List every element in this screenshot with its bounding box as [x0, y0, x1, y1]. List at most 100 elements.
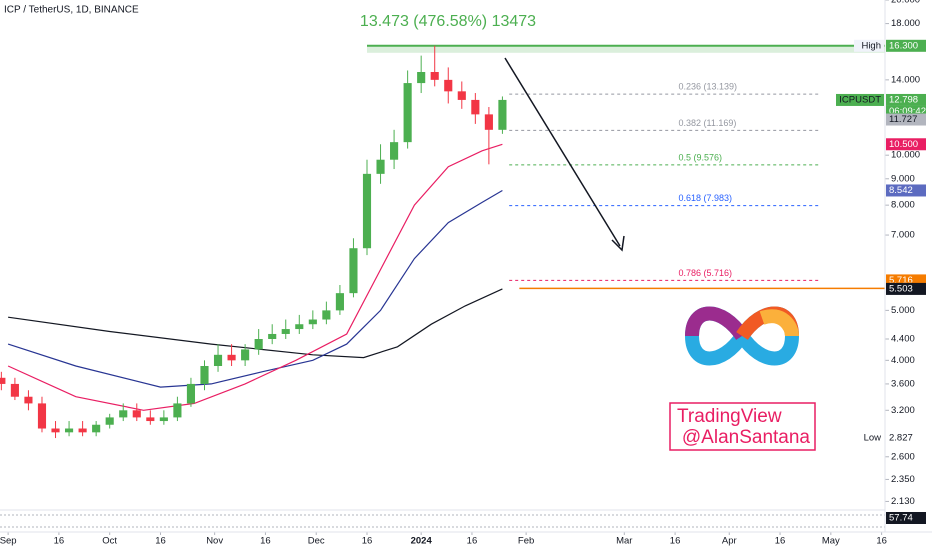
fib-label: 0.382 (11.169) [678, 118, 736, 128]
price-marker [886, 113, 926, 126]
candle-body [213, 354, 223, 367]
y-tick-label: 3.200 [891, 405, 915, 416]
x-tick-label: Dec [308, 536, 325, 547]
candle-body [78, 428, 87, 433]
y-tick-label: 2.350 [891, 474, 915, 485]
candle-body [200, 366, 209, 384]
price-marker-label: 11.727 [889, 114, 917, 125]
candle-body [484, 114, 493, 130]
marker-name: ICPUSDT [839, 94, 881, 105]
candle-body [132, 410, 141, 418]
x-tick-label: Oct [102, 536, 117, 547]
y-tick-label: 8.000 [891, 200, 915, 211]
candle-body [390, 142, 399, 160]
x-tick-label: 16 [260, 536, 271, 547]
candle-body [430, 71, 439, 80]
fib-label: 0.5 (9.576) [678, 152, 722, 162]
price-marker [886, 432, 926, 445]
fib-label: 0.236 (13.139) [678, 81, 737, 91]
candle-body [0, 377, 6, 384]
candle-body [186, 383, 196, 404]
candle-body [308, 319, 317, 325]
symbol-title: ICP / TetherUS, 1D, BINANCE [4, 5, 139, 16]
watermark: TradingView [677, 406, 782, 427]
candle-body [362, 173, 372, 249]
x-tick-label: Sep [0, 536, 17, 547]
x-tick-label: 16 [362, 536, 373, 547]
moving-average [7, 143, 503, 411]
y-tick-label: 10.000 [891, 150, 920, 161]
candle-body [349, 248, 358, 294]
y-tick-label: 18.000 [891, 18, 920, 29]
candle-body [92, 424, 101, 433]
marker-name-box [854, 39, 884, 52]
candle-body [417, 71, 426, 84]
candle-body [10, 383, 19, 397]
candle-body [173, 403, 182, 418]
y-tick-label: 20.000 [891, 0, 920, 6]
x-tick-label: Nov [206, 536, 223, 547]
arrow-head [611, 235, 625, 252]
logo-loop [759, 309, 799, 337]
candle-body [335, 293, 344, 311]
x-tick-label: 16 [467, 536, 478, 547]
y-tick-label: 2.600 [891, 451, 915, 462]
candle-body [105, 417, 114, 425]
y-tick-label: 4.000 [891, 355, 915, 366]
moving-average [8, 288, 503, 359]
high-zone [367, 45, 886, 53]
x-tick-label: 2024 [411, 536, 433, 547]
candle-body [241, 349, 250, 361]
candle-body [227, 354, 236, 361]
y-tick-label: 4.400 [891, 334, 915, 345]
candle-body [146, 417, 155, 422]
y-tick-label: 2.130 [891, 496, 915, 507]
y-tick-label: 9.000 [891, 173, 915, 184]
y-tick-label: 14.000 [891, 74, 920, 85]
watermark-box [669, 402, 816, 451]
fib-label: 0.786 (5.716) [678, 268, 732, 278]
x-tick-label: Feb [518, 536, 534, 547]
x-tick-label: 16 [775, 536, 786, 547]
rsi-label: 57.74 [889, 513, 913, 524]
watermark: @AlanSantana [682, 427, 811, 448]
candle-body [295, 324, 304, 330]
price-marker-label: 5.503 [889, 283, 913, 294]
candle-body [254, 338, 263, 350]
annotation: 13.473 (476.58%) 13473 [360, 13, 536, 30]
price-marker-label: 2.827 [889, 433, 913, 444]
candle-body [471, 99, 480, 115]
candle-body [159, 417, 168, 422]
x-tick-label: 16 [54, 536, 65, 547]
price-marker-label: 12.798 [889, 94, 918, 105]
candle-body [322, 310, 331, 320]
price-marker [886, 282, 926, 295]
marker-name: High [861, 40, 881, 51]
candle-body [444, 79, 453, 92]
y-tick-label: 3.600 [891, 378, 915, 389]
x-tick-label: May [822, 536, 840, 547]
x-tick-label: 16 [155, 536, 166, 547]
candle-body [403, 83, 412, 143]
candle-body [376, 159, 385, 174]
moving-average [7, 189, 503, 388]
x-tick-label: 16 [876, 536, 887, 547]
price-marker-label: 5.716 [889, 275, 913, 286]
price-marker [886, 39, 926, 52]
candle-body [24, 396, 33, 404]
x-tick-label: Mar [616, 536, 632, 547]
countdown-box [886, 105, 926, 117]
logo [684, 306, 800, 366]
arrow [504, 57, 621, 247]
price-marker [886, 138, 926, 151]
price-marker [886, 184, 926, 197]
y-tick-label: 7.000 [891, 230, 915, 241]
candle-body [65, 428, 74, 433]
logo-loop [685, 306, 748, 341]
marker-name-box [836, 93, 884, 106]
candle-body [51, 428, 60, 433]
x-tick-label: 16 [670, 536, 681, 547]
y-tick-label: 5.000 [891, 305, 915, 316]
